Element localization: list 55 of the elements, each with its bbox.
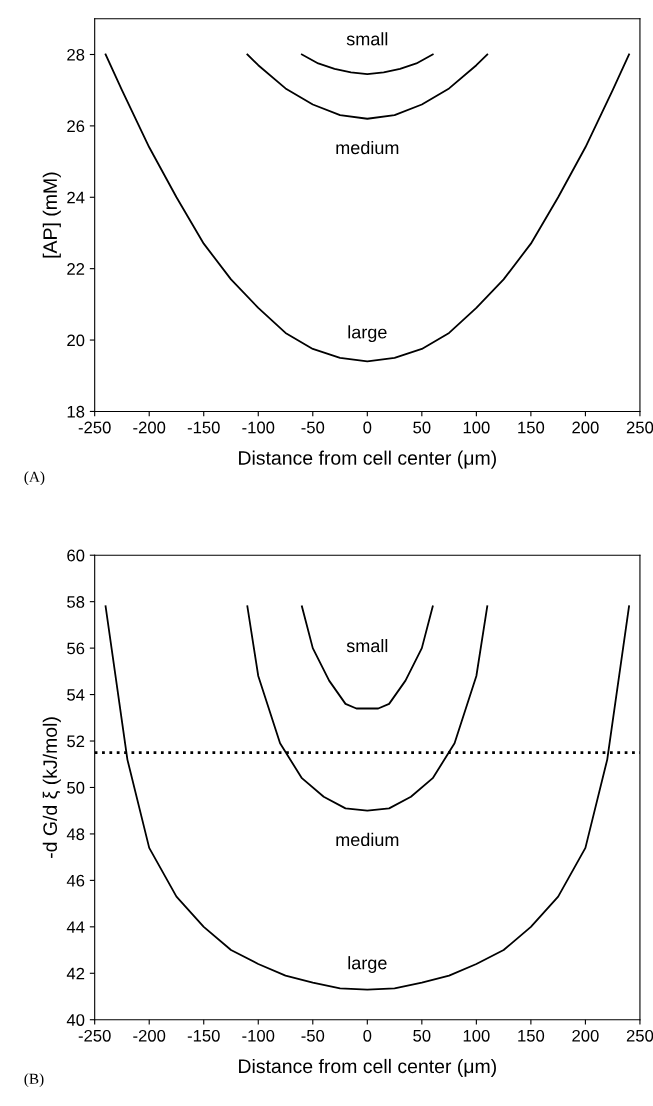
y-tick-label: 48 [66, 828, 85, 841]
y-tick-label: 44 [66, 921, 85, 933]
text: (A) [24, 471, 45, 486]
x-tick-label: 50 [413, 421, 431, 434]
y-tick-label: 46 [66, 874, 85, 887]
x-tick-label: 150 [518, 1029, 545, 1042]
line-series [246, 53, 489, 120]
x-tick-label: -150 [187, 421, 220, 434]
x-tick-label: 200 [572, 1029, 599, 1042]
x-tick-label: 100 [463, 1029, 490, 1042]
line-series [300, 53, 434, 76]
line-series [104, 53, 630, 363]
x-tick-label: -50 [301, 1029, 325, 1042]
y-tick-label: 26 [67, 120, 85, 133]
y-tick-label: 28 [67, 48, 85, 61]
line-series [300, 605, 434, 710]
series-label: medium [336, 832, 399, 847]
y-axis-title: -d G/d ξ (kJ/mol) [42, 717, 61, 858]
x-tick-label: -150 [187, 1029, 220, 1042]
y-tick-label: 42 [66, 967, 85, 980]
x-tick-label: 100 [463, 421, 490, 434]
y-tick-label: 58 [67, 596, 85, 608]
series-label: small [346, 32, 388, 46]
x-tick-label: 250 [626, 1029, 653, 1042]
series-label: large [348, 325, 387, 343]
x-tick-label: 150 [518, 421, 545, 434]
y-tick-label: 54 [67, 689, 85, 701]
y-tick-label: 60 [67, 549, 85, 562]
y-tick-label: 50 [67, 781, 85, 794]
y-tick-label: 40 [66, 1014, 85, 1026]
x-tick-label: 50 [413, 1029, 431, 1042]
y-axis-title: [AP] (mM) [42, 172, 61, 258]
y-tick-label: 22 [67, 263, 85, 275]
x-tick-label: -100 [242, 1029, 275, 1042]
x-tick-label: 200 [572, 421, 599, 434]
x-tick-label: 0 [363, 421, 372, 434]
x-tick-label: -50 [301, 421, 325, 434]
x-tick-label: 250 [626, 421, 653, 434]
y-tick-label: 20 [67, 334, 85, 347]
series-label: medium [336, 140, 399, 155]
y-tick-label: 18 [67, 405, 85, 418]
series-label: large [348, 956, 387, 973]
x-tick-label: -250 [78, 421, 111, 434]
x-tick-label: 0 [363, 1029, 372, 1042]
x-tick-label: -200 [133, 1029, 166, 1042]
x-tick-label: -200 [133, 421, 166, 434]
series-label: small [346, 638, 388, 653]
x-tick-label: -100 [242, 421, 275, 434]
text: (B) [24, 1073, 44, 1088]
y-tick-label: 24 [67, 191, 85, 204]
y-tick-label: 52 [67, 735, 85, 748]
y-tick-label: 56 [67, 642, 85, 655]
x-tick-label: -250 [78, 1029, 111, 1042]
x-axis-title: Distance from cell center (μm) [239, 1058, 496, 1077]
x-axis-title: Distance from cell center (μm) [239, 450, 496, 469]
